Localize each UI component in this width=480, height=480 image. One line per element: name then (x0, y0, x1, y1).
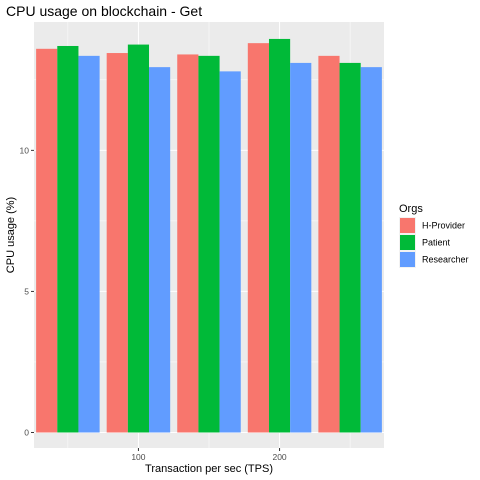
y-tick-label: 0 (24, 427, 29, 437)
bar (268, 38, 291, 433)
bar (318, 55, 340, 433)
bar (360, 67, 382, 433)
y-axis-title: CPU usage (%) (5, 197, 17, 273)
legend-key (400, 252, 415, 267)
bar (78, 55, 100, 433)
x-axis-title: Transaction per sec (TPS) (145, 463, 273, 475)
x-tick-label: 200 (272, 452, 286, 462)
bar (339, 62, 361, 433)
y-tick-label: 10 (20, 145, 30, 155)
legend-key (400, 218, 415, 233)
y-tick-label: 5 (24, 286, 29, 296)
bar (177, 54, 199, 433)
legend-label: Patient (422, 238, 451, 248)
legend-key (400, 235, 415, 250)
bar (106, 53, 128, 433)
legend-label: Researcher (422, 255, 469, 265)
legend-label: H-Provider (422, 221, 465, 231)
axes: 0 5 10 100 200 (20, 145, 287, 462)
bar (57, 45, 79, 433)
x-tick-label: 100 (131, 452, 145, 462)
bar (198, 55, 220, 433)
bar (219, 71, 241, 433)
bar (149, 67, 171, 433)
bar (290, 62, 312, 433)
chart-title: CPU usage on blockchain - Get (6, 3, 202, 19)
bar (36, 48, 58, 433)
legend-title: Orgs (399, 203, 423, 215)
bar (247, 43, 269, 433)
bar (127, 44, 150, 433)
legend: Orgs H-Provider Patient Researcher (399, 203, 469, 268)
bars (36, 38, 382, 433)
